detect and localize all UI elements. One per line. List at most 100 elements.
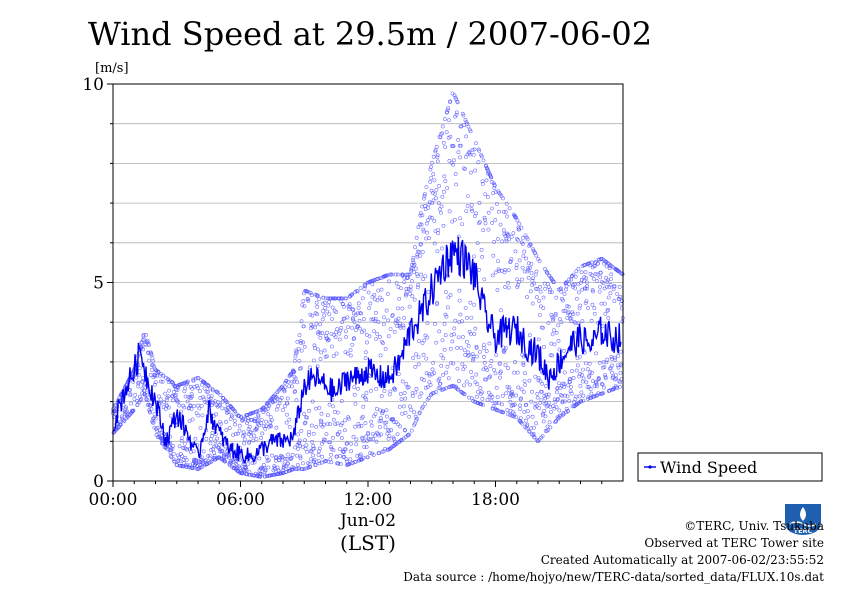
sample-point: [337, 337, 342, 342]
sample-point: [452, 332, 457, 337]
sample-point: [195, 383, 200, 388]
sample-point: [190, 394, 194, 399]
sample-point: [287, 424, 292, 429]
sample-point: [387, 434, 392, 438]
sample-point: [421, 227, 426, 232]
sample-point: [484, 349, 489, 354]
sample-point: [524, 402, 529, 407]
sample-point: [428, 215, 432, 220]
sample-point: [395, 324, 400, 328]
sample-point: [540, 434, 545, 439]
sample-point: [369, 388, 373, 393]
sample-point: [476, 160, 481, 165]
sample-point: [289, 372, 294, 377]
sample-point: [574, 269, 579, 274]
sample-point: [371, 436, 376, 441]
sample-point: [350, 292, 355, 297]
sample-point: [411, 270, 416, 275]
sample-point: [497, 209, 501, 214]
sample-point: [404, 293, 408, 298]
sample-point: [244, 465, 248, 470]
sample-point: [400, 411, 405, 416]
sample-point: [513, 249, 518, 254]
sample-point: [607, 389, 611, 393]
sample-point: [474, 372, 479, 377]
sample-point: [602, 286, 607, 291]
sample-point: [158, 397, 163, 402]
sample-point: [592, 311, 597, 316]
sample-point: [460, 111, 465, 116]
sample-point: [493, 218, 498, 222]
sample-point: [428, 383, 433, 388]
sample-point: [482, 342, 487, 347]
sample-point: [444, 370, 449, 375]
sample-point: [486, 171, 490, 176]
sample-point: [411, 356, 416, 360]
sample-point: [337, 331, 342, 336]
sample-point: [466, 343, 471, 348]
sample-point: [576, 266, 581, 271]
sample-point: [400, 379, 405, 384]
sample-point: [348, 457, 353, 462]
sample-point: [225, 400, 229, 405]
sample-point: [478, 386, 483, 390]
sample-point: [563, 399, 567, 404]
sample-point: [294, 398, 299, 403]
sample-point: [559, 289, 564, 294]
sample-point: [603, 372, 607, 377]
sample-point: [237, 428, 242, 433]
sample-point: [420, 250, 425, 254]
sample-point: [306, 299, 311, 303]
sample-point: [197, 389, 202, 393]
sample-point: [455, 100, 460, 105]
sample-point: [386, 318, 390, 323]
sample-point: [592, 306, 597, 311]
sample-point: [359, 424, 364, 428]
sample-point: [330, 344, 334, 349]
sample-point: [418, 213, 423, 218]
sample-point: [338, 328, 343, 333]
sample-point: [575, 311, 580, 316]
sample-point: [592, 384, 597, 389]
sample-point: [377, 451, 381, 455]
sample-point: [373, 310, 378, 315]
sample-point: [414, 271, 419, 276]
sample-point: [259, 421, 264, 426]
sample-point: [190, 387, 195, 391]
sample-point: [339, 399, 344, 403]
sample-point: [320, 454, 325, 459]
sample-point: [395, 272, 400, 277]
sample-point: [534, 295, 539, 300]
sample-point: [144, 332, 149, 337]
sample-point: [514, 393, 519, 398]
sample-point: [304, 466, 309, 471]
sample-point: [259, 417, 264, 422]
sample-point: [346, 325, 350, 330]
sample-point: [203, 381, 208, 386]
sample-point: [432, 322, 437, 326]
sample-points: [111, 91, 625, 479]
sample-point: [509, 257, 514, 261]
sample-point: [584, 287, 589, 291]
sample-point: [250, 461, 255, 465]
logo-text: TERC: [794, 527, 813, 535]
sample-point: [305, 449, 310, 454]
sample-point: [486, 169, 491, 173]
sample-point: [443, 145, 447, 149]
sample-point: [466, 350, 471, 355]
sample-point: [564, 287, 568, 292]
sample-point: [528, 265, 532, 270]
sample-point: [128, 392, 133, 397]
sample-point: [316, 347, 320, 352]
sample-point: [414, 352, 418, 357]
sample-point: [546, 321, 551, 325]
sample-point: [508, 260, 513, 264]
sample-point: [178, 459, 183, 464]
sample-point: [358, 326, 362, 331]
sample-point: [482, 277, 487, 282]
sample-point: [242, 432, 247, 437]
sample-point: [562, 292, 567, 296]
sample-point: [393, 387, 397, 392]
sample-point: [367, 306, 372, 311]
sample-point: [374, 439, 379, 444]
